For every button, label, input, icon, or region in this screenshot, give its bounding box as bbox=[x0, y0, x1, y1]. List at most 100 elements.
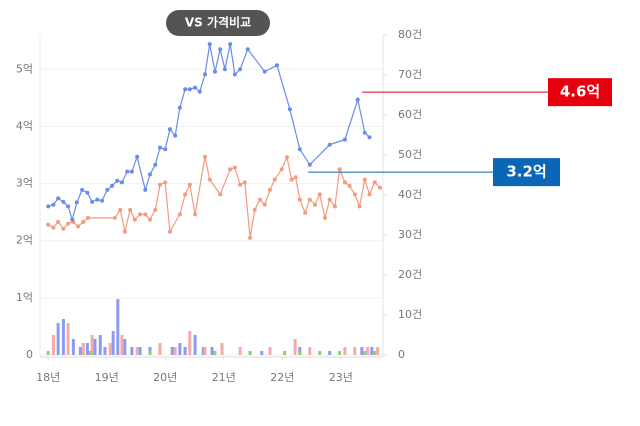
callout-box bbox=[493, 158, 560, 187]
price-point bbox=[167, 127, 172, 132]
price-point bbox=[372, 180, 377, 185]
volume-bar bbox=[201, 347, 205, 355]
callout-label: 3.2억 bbox=[506, 163, 546, 181]
price-point bbox=[232, 72, 237, 77]
price-point bbox=[187, 182, 192, 187]
price-point bbox=[163, 147, 168, 152]
price-point bbox=[157, 182, 162, 187]
volume-bar bbox=[88, 351, 92, 355]
price-point bbox=[119, 180, 124, 185]
y-tick-label: 2억 bbox=[16, 234, 33, 247]
volume-bar bbox=[120, 335, 124, 355]
volume-bar bbox=[116, 299, 120, 355]
price-point bbox=[262, 69, 267, 74]
price-point bbox=[74, 200, 79, 205]
volume-bar bbox=[193, 335, 197, 355]
price-point bbox=[118, 207, 123, 212]
price-point bbox=[355, 97, 360, 102]
volume-bar bbox=[366, 347, 370, 355]
y2-tick-label: 10건 bbox=[398, 308, 422, 321]
price-point bbox=[352, 192, 357, 197]
volume-bar bbox=[66, 323, 70, 355]
price-point bbox=[279, 167, 284, 172]
volume-bar bbox=[170, 347, 174, 355]
price-point bbox=[218, 192, 223, 197]
price-point bbox=[51, 202, 56, 207]
price-point bbox=[284, 155, 289, 160]
price-point bbox=[95, 197, 100, 202]
price-point bbox=[85, 190, 90, 195]
volume-bar bbox=[81, 343, 85, 355]
x-tick-label: 22년 bbox=[270, 371, 294, 384]
volume-bar bbox=[98, 335, 102, 355]
volume-bar bbox=[108, 343, 112, 355]
volume-bar bbox=[213, 351, 217, 355]
volume-bar bbox=[343, 347, 347, 355]
price-point bbox=[272, 177, 277, 182]
volume-bar bbox=[135, 347, 139, 355]
volume-bar bbox=[203, 347, 207, 355]
price-point bbox=[367, 135, 372, 140]
volume-bar bbox=[78, 347, 82, 355]
price-point bbox=[307, 197, 312, 202]
volume-bar bbox=[373, 351, 377, 355]
price-point bbox=[275, 63, 280, 68]
price-point bbox=[228, 167, 233, 172]
price-point bbox=[245, 47, 250, 52]
price-point bbox=[56, 196, 61, 201]
callout-box bbox=[548, 78, 612, 107]
x-tick-label: 21년 bbox=[212, 371, 236, 384]
price-point bbox=[173, 133, 178, 138]
price-point bbox=[362, 177, 367, 182]
price-point bbox=[112, 215, 117, 220]
price-point bbox=[177, 212, 182, 217]
price-point bbox=[100, 198, 105, 203]
price-point bbox=[222, 67, 227, 72]
price-point bbox=[76, 224, 81, 229]
volume-bar bbox=[71, 339, 75, 355]
price-point bbox=[183, 87, 188, 92]
volume-bar bbox=[158, 343, 162, 355]
price-point bbox=[297, 197, 302, 202]
y-tick-label: 0 bbox=[26, 348, 33, 361]
volume-bar bbox=[183, 347, 187, 355]
price-point bbox=[153, 162, 158, 167]
price-point bbox=[362, 130, 367, 135]
volume-bar bbox=[90, 335, 94, 355]
price-point bbox=[297, 147, 302, 152]
x-tick-label: 20년 bbox=[153, 371, 177, 384]
y2-tick-label: 80건 bbox=[398, 28, 422, 41]
price-point bbox=[51, 225, 56, 230]
volume-bar bbox=[248, 351, 252, 355]
price-point bbox=[105, 187, 110, 192]
x-tick-label: 23년 bbox=[329, 371, 353, 384]
price-point bbox=[313, 202, 318, 207]
price-point bbox=[197, 89, 202, 94]
price-point bbox=[327, 142, 332, 147]
volume-bar bbox=[56, 323, 60, 355]
price-point bbox=[70, 217, 75, 222]
price-point bbox=[303, 210, 308, 215]
price-point bbox=[218, 47, 223, 52]
y-tick-label: 1억 bbox=[16, 291, 33, 304]
price-point bbox=[289, 177, 294, 182]
price-point bbox=[203, 72, 208, 77]
volume-bar bbox=[210, 347, 214, 355]
volume-bar bbox=[138, 347, 142, 355]
price-point bbox=[177, 105, 182, 110]
volume-bar bbox=[46, 351, 50, 355]
volume-bar bbox=[188, 331, 192, 355]
volume-bar bbox=[93, 339, 97, 355]
price-point bbox=[183, 192, 188, 197]
price-point bbox=[258, 197, 263, 202]
volume-bar bbox=[148, 351, 152, 355]
price-point bbox=[242, 180, 247, 185]
volume-bar bbox=[293, 339, 297, 355]
volume-bar bbox=[363, 351, 367, 355]
price-point bbox=[342, 180, 347, 185]
volume-bar bbox=[376, 347, 380, 355]
price-point bbox=[61, 226, 66, 231]
volume-bar bbox=[260, 351, 264, 355]
